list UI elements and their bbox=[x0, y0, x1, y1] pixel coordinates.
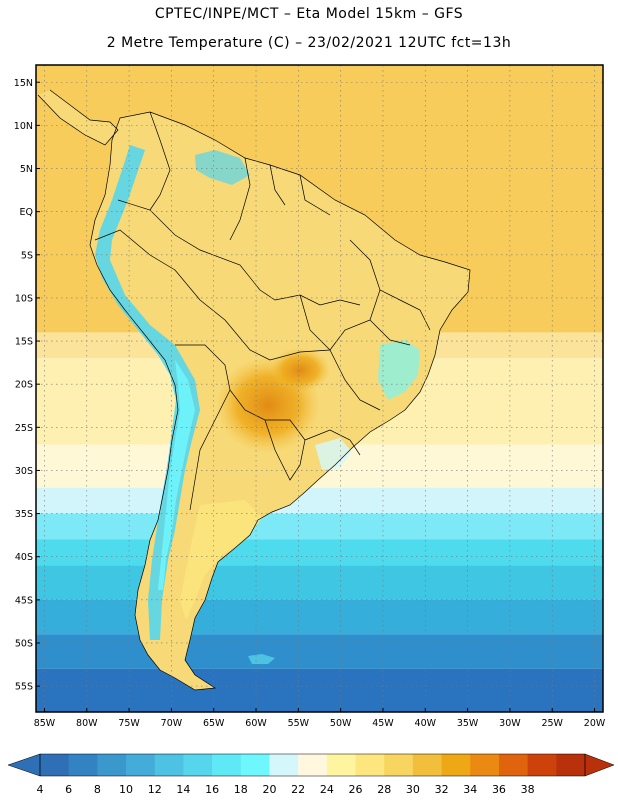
colorbar-level-label: 32 bbox=[435, 783, 449, 796]
colorbar-level-label: 16 bbox=[205, 783, 219, 796]
brazil-highlands-cool-patch bbox=[378, 340, 420, 400]
y-tick-label: 15N bbox=[14, 78, 33, 89]
chart-title-line-1: CPTEC/INPE/MCT – Eta Model 15km – GFS bbox=[154, 6, 464, 22]
longitude-axis: 85W 80W 75W 70W 65W 60W 55W 50W 45W 40W 35W 30W 25W 2… bbox=[34, 708, 606, 729]
ocean-band-8 bbox=[36, 599, 603, 635]
colorbar-level-label: 38 bbox=[521, 783, 535, 796]
colorbar-level-label: 30 bbox=[406, 783, 420, 796]
colorbar-level-label: 34 bbox=[463, 783, 477, 796]
colorbar-segment bbox=[40, 754, 70, 776]
colorbar-level-label: 26 bbox=[349, 783, 363, 796]
colorbar-level-label: 8 bbox=[94, 783, 101, 796]
y-tick-label: 45S bbox=[15, 595, 33, 606]
colorbar-level-label: 22 bbox=[291, 783, 305, 796]
colorbar-segment bbox=[556, 754, 586, 776]
ocean-band-9 bbox=[36, 634, 603, 669]
colorbar-level-label: 18 bbox=[234, 783, 248, 796]
colorbar-segment bbox=[355, 754, 385, 776]
central-america-landmass bbox=[38, 90, 118, 145]
colorbar-level-label: 10 bbox=[119, 783, 133, 796]
x-tick-label: 85W bbox=[34, 718, 56, 729]
map-frame bbox=[35, 64, 604, 713]
colorbar-segment bbox=[269, 754, 299, 776]
patagonia-cool-patch bbox=[180, 500, 262, 620]
x-tick-label: 40W bbox=[415, 718, 437, 729]
ocean-band-5 bbox=[36, 513, 603, 540]
y-tick-label: EQ bbox=[20, 207, 33, 218]
colorbar-level-label: 36 bbox=[492, 783, 506, 796]
x-tick-label: 60W bbox=[245, 718, 267, 729]
colorbar-segment bbox=[68, 754, 98, 776]
colorbar-segment bbox=[527, 754, 557, 776]
x-tick-label: 75W bbox=[118, 718, 140, 729]
latitude-axis: 15N 10N 5N EQ 5S 10S 15S 20S 25S 30S 35S 40S 45S 50S 5… bbox=[14, 78, 40, 693]
x-tick-label: 45W bbox=[372, 718, 394, 729]
ocean-band-6 bbox=[36, 539, 603, 566]
y-tick-label: 55S bbox=[15, 682, 33, 693]
colorbar-level-label: 20 bbox=[262, 783, 276, 796]
colorbar-segment bbox=[212, 754, 242, 776]
colorbar-level-label: 28 bbox=[377, 783, 391, 796]
y-tick-label: 15S bbox=[15, 337, 33, 348]
colorbar-segment bbox=[97, 754, 127, 776]
colorbar-segment bbox=[240, 754, 270, 776]
colorbar-segment bbox=[183, 754, 213, 776]
colorbar-segment bbox=[384, 754, 414, 776]
x-tick-label: 50W bbox=[330, 718, 352, 729]
ocean-band-7 bbox=[36, 565, 603, 600]
y-tick-label: 35S bbox=[15, 509, 33, 520]
y-tick-label: 40S bbox=[15, 552, 33, 563]
colorbar-left-arrow bbox=[7, 753, 41, 777]
colorbar-segment bbox=[326, 754, 356, 776]
x-tick-label: 65W bbox=[203, 718, 225, 729]
y-tick-label: 50S bbox=[15, 638, 33, 649]
colorbar-frame bbox=[39, 753, 586, 777]
brazil-south-cool-patch bbox=[315, 438, 352, 470]
falkland-islands bbox=[248, 654, 275, 664]
colorbar-segment bbox=[126, 754, 156, 776]
x-tick-label: 80W bbox=[76, 718, 98, 729]
y-tick-label: 20S bbox=[15, 380, 33, 391]
colorbar-level-label: 12 bbox=[148, 783, 162, 796]
colorbar-level-label: 24 bbox=[320, 783, 334, 796]
colorbar-right-arrow bbox=[584, 753, 615, 777]
x-tick-label: 25W bbox=[541, 718, 563, 729]
y-tick-label: 30S bbox=[15, 466, 33, 477]
ocean-band-4 bbox=[36, 487, 603, 514]
ocean-band-10 bbox=[36, 668, 603, 712]
hot-core-north bbox=[270, 348, 330, 392]
x-tick-label: 30W bbox=[499, 718, 521, 729]
x-tick-label: 70W bbox=[161, 718, 183, 729]
colorbar-segment bbox=[498, 754, 529, 776]
colorbar-level-label: 6 bbox=[65, 783, 72, 796]
y-tick-label: 10N bbox=[14, 121, 33, 132]
y-tick-label: 5N bbox=[20, 164, 33, 175]
colorbar-segment bbox=[154, 754, 184, 776]
colorbar-level-label: 14 bbox=[176, 783, 190, 796]
x-tick-label: 35W bbox=[457, 718, 479, 729]
colorbar-segment bbox=[470, 754, 500, 776]
colorbar-segment bbox=[412, 754, 442, 776]
colorbar-segment bbox=[298, 754, 328, 776]
x-tick-label: 55W bbox=[288, 718, 310, 729]
colorbar-segment bbox=[441, 754, 471, 776]
andes-cold-core bbox=[158, 360, 195, 590]
colorbar-level-label: 4 bbox=[37, 783, 44, 796]
country-borders bbox=[37, 89, 471, 691]
x-tick-label: 20W bbox=[584, 718, 606, 729]
land-field bbox=[37, 89, 471, 691]
y-tick-label: 10S bbox=[15, 293, 33, 304]
chart-title-line-2: 2 Metre Temperature (C) – 23/02/2021 12U… bbox=[106, 35, 512, 51]
guiana-cool-patch bbox=[195, 150, 250, 185]
y-tick-label: 5S bbox=[21, 250, 33, 261]
temperature-colorbar: 4 6 8 10 12 14 16 18 20 22 24 26 28 30 32 34 36 38 bbox=[7, 753, 615, 796]
y-tick-label: 25S bbox=[15, 423, 33, 434]
